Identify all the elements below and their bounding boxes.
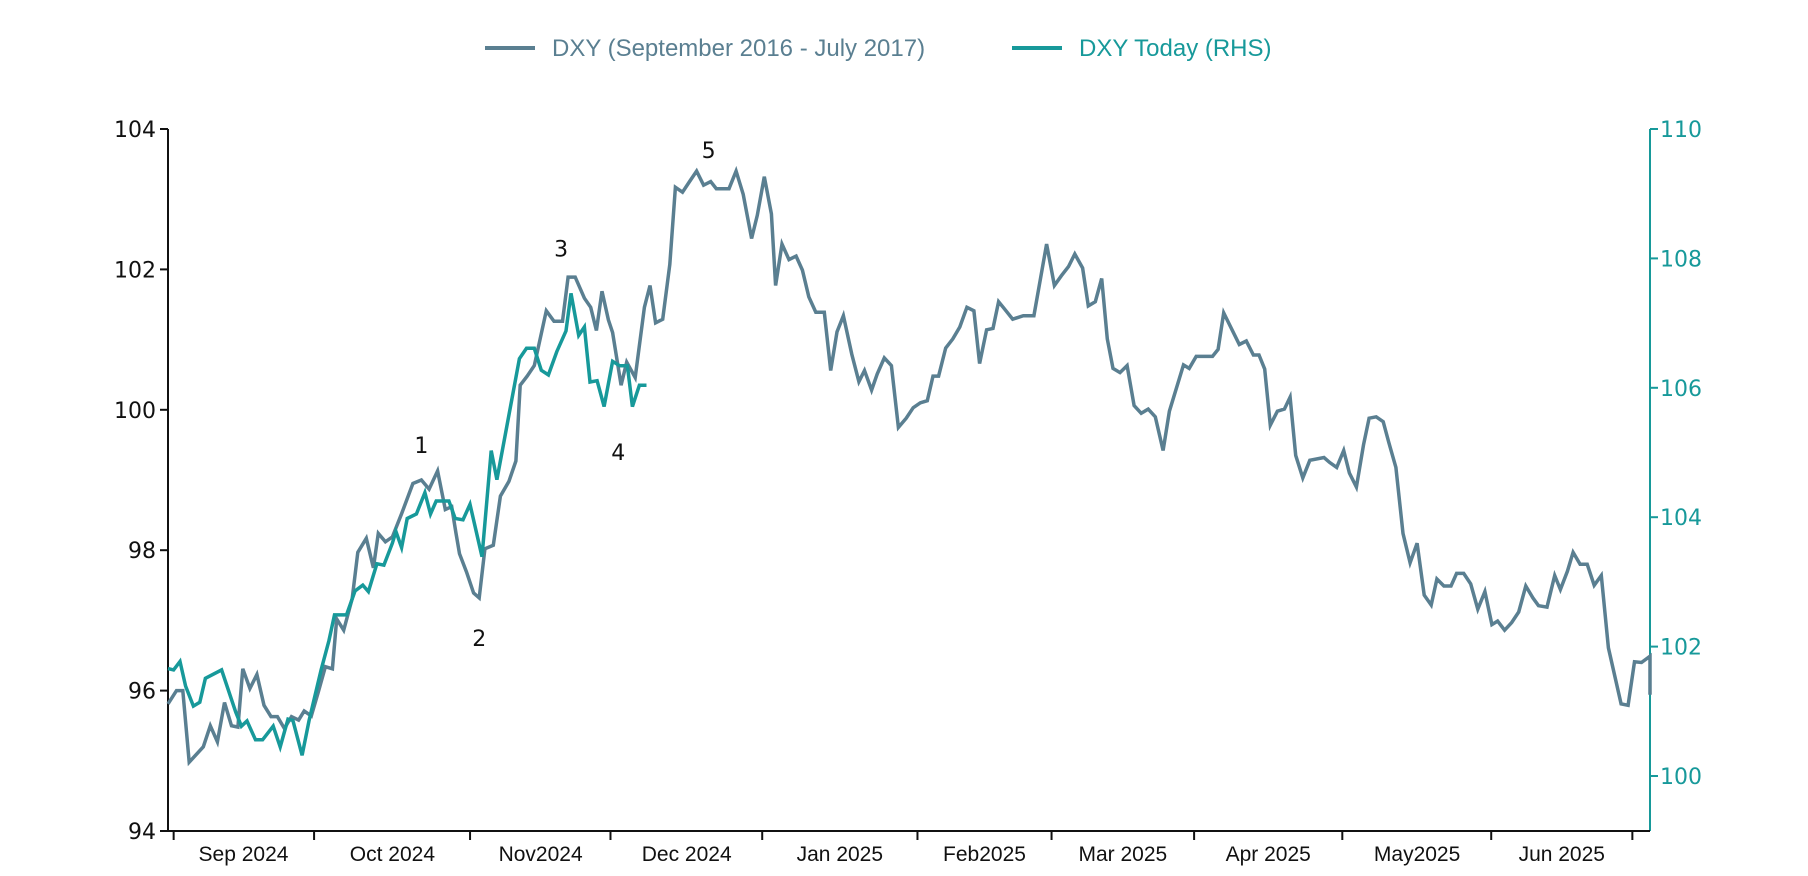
x-tick-label: Jan 2025 (797, 843, 883, 866)
x-tick-label: Dec 2024 (642, 843, 732, 866)
series-line-dxy-2016 (166, 165, 1652, 767)
x-tick-label: Mar 2025 (1078, 843, 1167, 866)
y-left-tick-label: 94 (128, 820, 156, 845)
y-right-tick-label: 106 (1660, 377, 1702, 402)
y-right-tick-label: 110 (1660, 118, 1702, 143)
y-left-tick-label: 100 (114, 399, 156, 424)
y-left-tick-label: 104 (114, 118, 156, 143)
x-tick-label: Jun 2025 (1519, 843, 1605, 866)
y-right-tick-label: 104 (1660, 506, 1702, 531)
wave-annotation-4: 4 (611, 441, 625, 466)
x-tick-label: Sep 2024 (199, 843, 289, 866)
y-right-tick-label: 108 (1660, 247, 1702, 272)
y-left-tick-label: 96 (128, 680, 156, 705)
series-line-dxy-today (167, 292, 647, 756)
x-tick-label: Nov2024 (499, 843, 583, 866)
x-tick-label: Apr 2025 (1226, 843, 1311, 866)
series-layer (166, 165, 1652, 767)
legend-label-dxy-2016: DXY (September 2016 - July 2017) (552, 35, 925, 62)
annotations: 1 2 3 4 5 (414, 139, 715, 652)
y-right-tick-label: 100 (1660, 765, 1702, 790)
legend: DXY (September 2016 - July 2017) DXY Tod… (485, 35, 1272, 62)
wave-annotation-1: 1 (414, 434, 428, 459)
axes: 94 96 98 100 102 104 100 102 104 106 108 110 Sep 202… (114, 118, 1702, 866)
x-tick-label: May2025 (1374, 843, 1460, 866)
x-tick-label: Feb2025 (943, 843, 1026, 866)
x-tick-label: Oct 2024 (350, 843, 436, 866)
y-right-tick-label: 102 (1660, 636, 1702, 661)
legend-label-dxy-today: DXY Today (RHS) (1079, 35, 1272, 62)
wave-annotation-2: 2 (472, 627, 486, 652)
y-left-tick-label: 102 (114, 258, 156, 283)
wave-annotation-5: 5 (702, 139, 716, 164)
wave-annotation-3: 3 (554, 237, 568, 262)
y-left-tick-label: 98 (128, 539, 156, 564)
